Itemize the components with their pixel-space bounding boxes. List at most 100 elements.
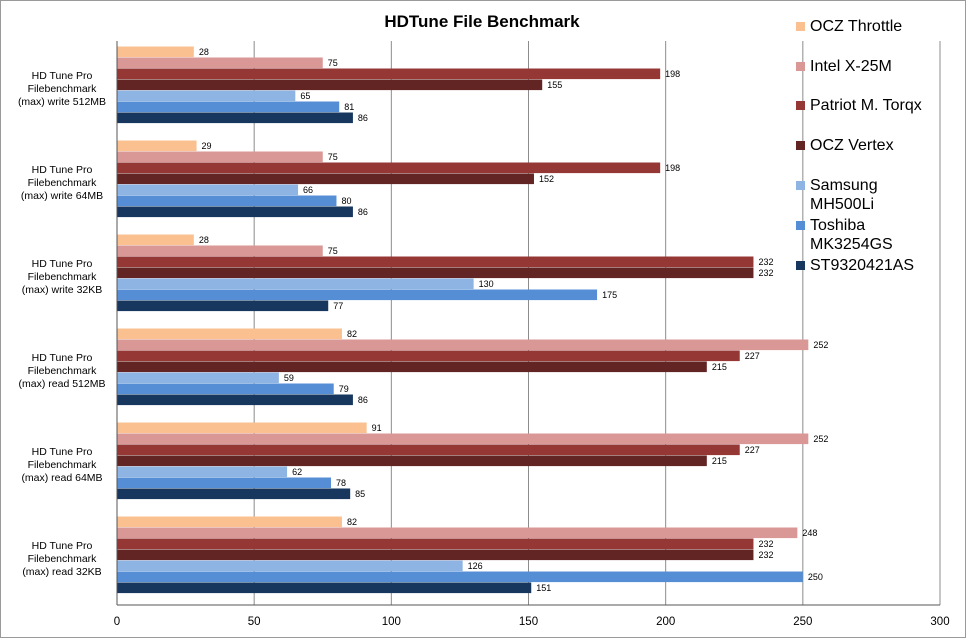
bar	[117, 350, 740, 362]
legend-swatch	[796, 62, 805, 71]
data-label: 126	[468, 561, 483, 571]
data-label: 248	[802, 528, 817, 538]
x-tick-label: 0	[114, 616, 120, 628]
legend-label-line: ST9320421AS	[810, 257, 914, 274]
category-label: HD Tune Pro Filebenchmark (max) write 32KB	[22, 258, 103, 296]
bars	[117, 46, 809, 594]
legend-swatch	[796, 22, 805, 31]
bar	[117, 433, 809, 445]
bar	[117, 206, 353, 218]
data-label: 86	[358, 207, 368, 217]
category-label-line: (max) read 32KB	[22, 566, 101, 578]
data-label: 152	[539, 174, 554, 184]
category-label-line: HD Tune Pro	[32, 70, 93, 82]
legend-label-line: OCZ Throttle	[810, 18, 902, 35]
data-label: 28	[199, 235, 209, 245]
legend-label-line: Patriot M. Torqx	[810, 97, 922, 114]
data-label: 82	[347, 329, 357, 339]
bar	[117, 571, 803, 583]
bar	[117, 488, 351, 500]
legend-label-line: Toshiba	[810, 217, 865, 234]
category-label-line: Filebenchmark	[28, 365, 98, 377]
x-tick-label: 250	[793, 616, 812, 628]
bar	[117, 466, 288, 478]
data-label: 66	[303, 185, 313, 195]
bar	[117, 256, 754, 268]
bar	[117, 173, 534, 185]
data-label: 28	[199, 47, 209, 57]
bar	[117, 234, 194, 246]
data-label: 130	[479, 279, 494, 289]
category-label-line: Filebenchmark	[28, 459, 98, 471]
legend-swatch	[796, 101, 805, 110]
data-label: 198	[665, 69, 680, 79]
data-label: 80	[341, 196, 351, 206]
bar	[117, 328, 342, 340]
data-label: 252	[813, 340, 828, 350]
legend-swatch	[796, 181, 805, 190]
bar	[117, 267, 754, 279]
data-label: 82	[347, 517, 357, 527]
bar	[117, 79, 543, 91]
bar	[117, 101, 340, 113]
category-label-line: HD Tune Pro	[32, 164, 93, 176]
data-label: 29	[202, 141, 212, 151]
x-tick-label: 100	[382, 616, 401, 628]
bar	[117, 560, 463, 572]
category-label-line: (max) write 64MB	[21, 190, 103, 202]
data-label: 198	[665, 163, 680, 173]
data-label: 81	[344, 102, 354, 112]
data-label: 232	[758, 268, 773, 278]
data-label: 215	[712, 456, 727, 466]
bar	[117, 162, 661, 174]
bar	[117, 245, 323, 257]
bar	[117, 538, 754, 550]
category-label-line: (max) read 512MB	[19, 378, 106, 390]
bar	[117, 300, 329, 312]
bar	[117, 140, 197, 152]
bar	[117, 151, 323, 163]
data-label: 59	[284, 373, 294, 383]
legend-label: Toshiba MK3254GS	[810, 217, 893, 253]
data-label: 65	[300, 91, 310, 101]
bar	[117, 57, 323, 69]
x-tick-label: 150	[519, 616, 538, 628]
bar	[117, 582, 532, 594]
data-label: 232	[758, 539, 773, 549]
data-label: 155	[547, 80, 562, 90]
data-label: 62	[292, 467, 302, 477]
x-tick-label: 200	[656, 616, 675, 628]
legend-label-line: MH500Li	[810, 196, 874, 213]
data-label: 175	[602, 290, 617, 300]
legend-label: Samsung MH500Li	[810, 177, 878, 213]
data-label: 75	[328, 246, 338, 256]
legend-label-line: OCZ Vertex	[810, 137, 894, 154]
legend-label: OCZ Throttle	[810, 18, 902, 35]
category-label: HD Tune Pro Filebenchmark (max) write 512M…	[18, 70, 106, 108]
data-label: 232	[758, 257, 773, 267]
category-label: HD Tune Pro Filebenchmark (max) write 64MB	[21, 164, 103, 202]
data-label: 75	[328, 152, 338, 162]
x-tick-label: 300	[930, 616, 949, 628]
category-label-line: (max) write 512MB	[18, 96, 106, 108]
bar	[117, 422, 367, 434]
bar	[117, 549, 754, 561]
category-label-line: (max) write 32KB	[22, 284, 103, 296]
legend-label-line: MK3254GS	[810, 236, 893, 253]
category-label-line: Filebenchmark	[28, 83, 98, 95]
category-label-line: (max) read 64MB	[21, 472, 102, 484]
bar	[117, 527, 798, 539]
legend-label: ST9320421AS	[810, 257, 914, 274]
data-label: 250	[808, 572, 823, 582]
bar	[117, 516, 342, 528]
category-label: HD Tune Pro Filebenchmark (max) read 32KB	[22, 540, 101, 578]
data-label: 86	[358, 113, 368, 123]
data-label: 227	[745, 445, 760, 455]
category-label-line: HD Tune Pro	[32, 352, 93, 364]
grid-lines	[253, 41, 941, 605]
bar	[117, 339, 809, 351]
category-label-line: HD Tune Pro	[32, 540, 93, 552]
